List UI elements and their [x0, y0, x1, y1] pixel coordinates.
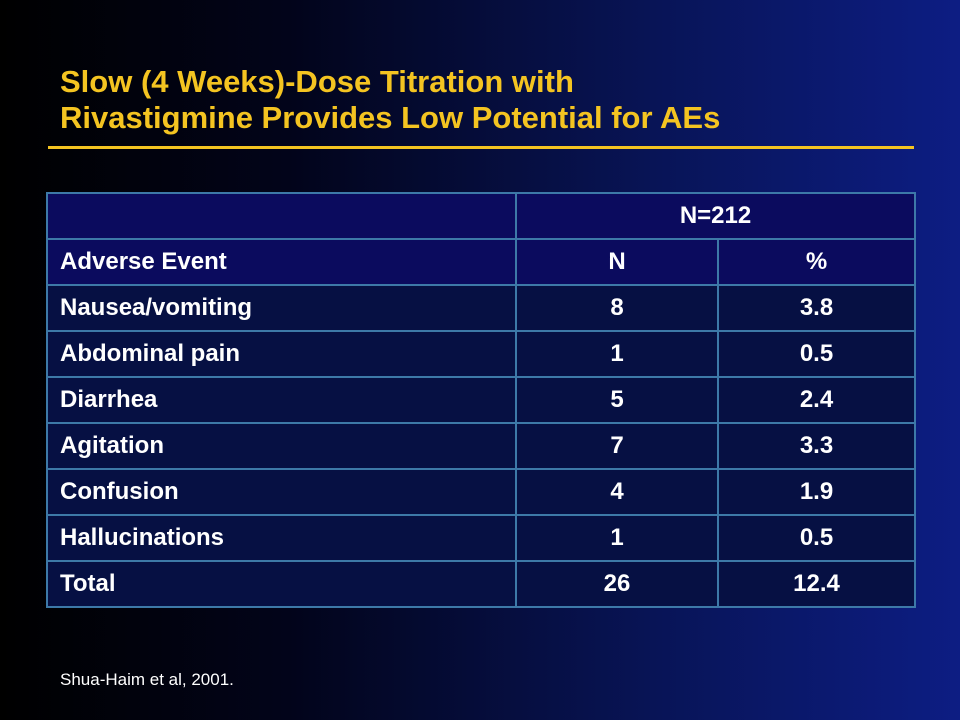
table-row: Hallucinations 1 0.5: [46, 514, 917, 562]
column-header-adverse-event: Adverse Event: [46, 238, 517, 286]
table-cell-percent: 12.4: [716, 560, 917, 608]
slide-title-line-2: Rivastigmine Provides Low Potential for …: [60, 100, 721, 135]
table-cell-event: Hallucinations: [46, 514, 517, 562]
table-group-header-row: N=212: [46, 192, 917, 240]
table-cell-event: Agitation: [46, 422, 517, 470]
table-row: Confusion 4 1.9: [46, 468, 917, 516]
table-cell-percent: 3.3: [716, 422, 917, 470]
table-cell-percent: 0.5: [716, 514, 917, 562]
table-column-header-row: Adverse Event N %: [46, 238, 917, 286]
table-cell-event: Nausea/vomiting: [46, 284, 517, 332]
table-row: Agitation 7 3.3: [46, 422, 917, 470]
table-row: Diarrhea 5 2.4: [46, 376, 917, 424]
table-cell-percent: 1.9: [716, 468, 917, 516]
table-empty-corner-cell: [46, 192, 517, 240]
table-group-header: N=212: [514, 192, 917, 240]
citation: Shua-Haim et al, 2001.: [60, 670, 234, 689]
table-cell-n: 26: [515, 560, 719, 608]
adverse-events-table: N=212 Adverse Event N % Nausea/vomiting …: [46, 192, 917, 608]
table-cell-n: 7: [515, 422, 719, 470]
table-cell-event: Abdominal pain: [46, 330, 517, 378]
table-cell-percent: 3.8: [716, 284, 917, 332]
table-cell-event: Confusion: [46, 468, 517, 516]
table-row: Abdominal pain 1 0.5: [46, 330, 917, 378]
table-total-row: Total 26 12.4: [46, 560, 917, 608]
slide-title: Slow (4 Weeks)-Dose Titration with Rivas…: [60, 64, 720, 136]
table-row: Nausea/vomiting 8 3.8: [46, 284, 917, 332]
column-header-percent: %: [716, 238, 917, 286]
table-cell-n: 5: [515, 376, 719, 424]
slide-title-line-1: Slow (4 Weeks)-Dose Titration with: [60, 64, 574, 99]
column-header-n: N: [515, 238, 719, 286]
table-cell-n: 8: [515, 284, 719, 332]
table-cell-n: 1: [515, 514, 719, 562]
table-cell-percent: 2.4: [716, 376, 917, 424]
table-cell-n: 4: [515, 468, 719, 516]
table-cell-event: Diarrhea: [46, 376, 517, 424]
table-cell-percent: 0.5: [716, 330, 917, 378]
table-cell-event: Total: [46, 560, 517, 608]
table-cell-n: 1: [515, 330, 719, 378]
title-underline: [48, 146, 914, 149]
